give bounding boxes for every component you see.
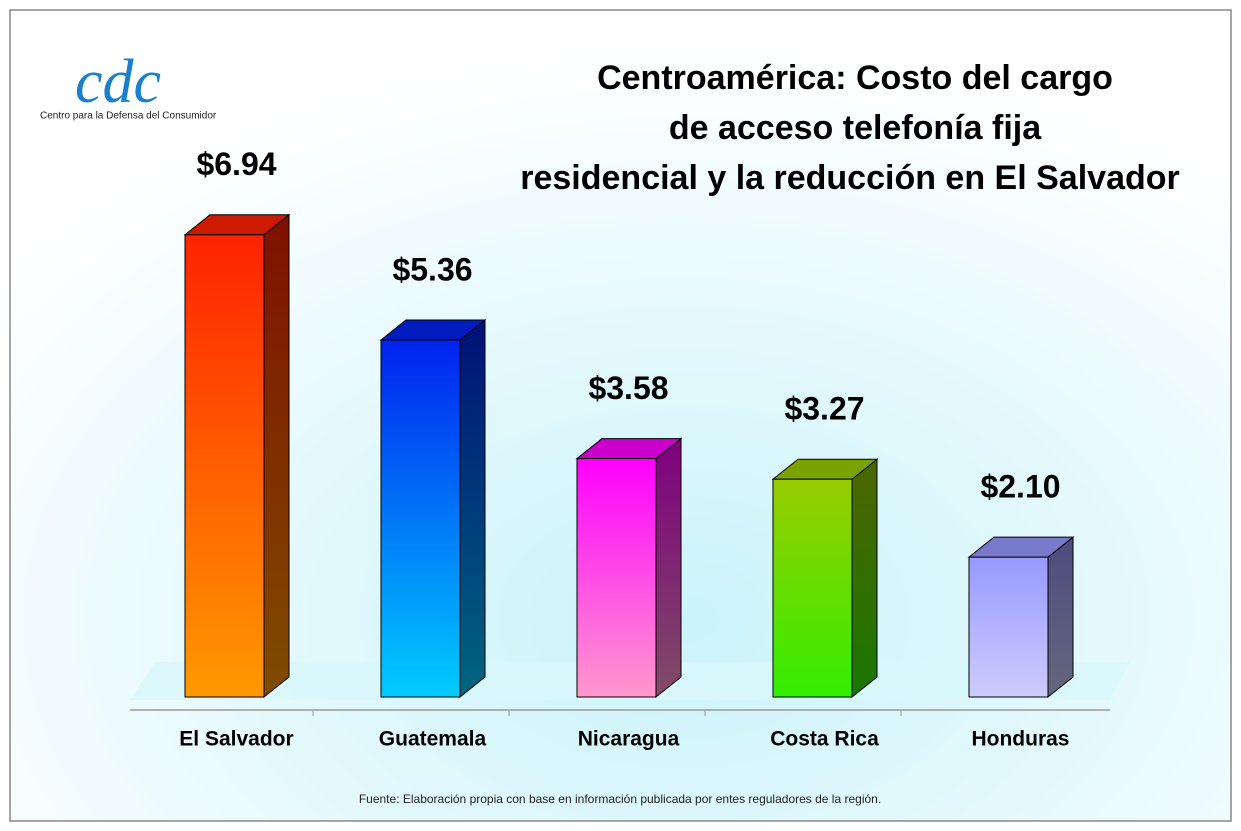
data-label: $3.58 [588,370,668,406]
bar [772,478,853,698]
data-label: $3.27 [784,391,864,427]
bar-side-shade [264,214,289,697]
chart-title: de acceso telefonía fija [669,109,1042,147]
bar-top-shade [381,320,485,341]
bar-side-shade [460,320,485,697]
chart-title: residencial y la reducción en El Salvado… [520,159,1180,197]
bar-side-shade [1048,537,1073,697]
chart-title: Centroamérica: Costo del cargo [597,59,1113,97]
bar [380,339,461,698]
data-label: $5.36 [392,251,472,287]
bar-side-shade [852,459,877,697]
x-tick-label: Costa Rica [770,728,879,751]
bar [576,458,657,698]
x-tick-label: Guatemala [379,728,487,751]
data-label: $6.94 [196,146,276,182]
bar [184,234,265,698]
bar-top-shade [969,537,1073,558]
bar-top-shade [185,214,289,235]
logo-subtitle: Centro para la Defensa del Consumidor [40,111,217,122]
data-label: $2.10 [980,469,1060,505]
bar-top-shade [577,438,681,459]
bar-top-shade [773,459,877,480]
x-tick-label: El Salvador [179,728,293,751]
x-tick-label: Honduras [971,728,1069,751]
x-tick-label: Nicaragua [578,728,680,751]
bar-side-shade [656,438,681,697]
logo: cdc [75,48,161,116]
source-note: Fuente: Elaboración propia con base en i… [359,792,881,806]
bar [968,556,1049,698]
